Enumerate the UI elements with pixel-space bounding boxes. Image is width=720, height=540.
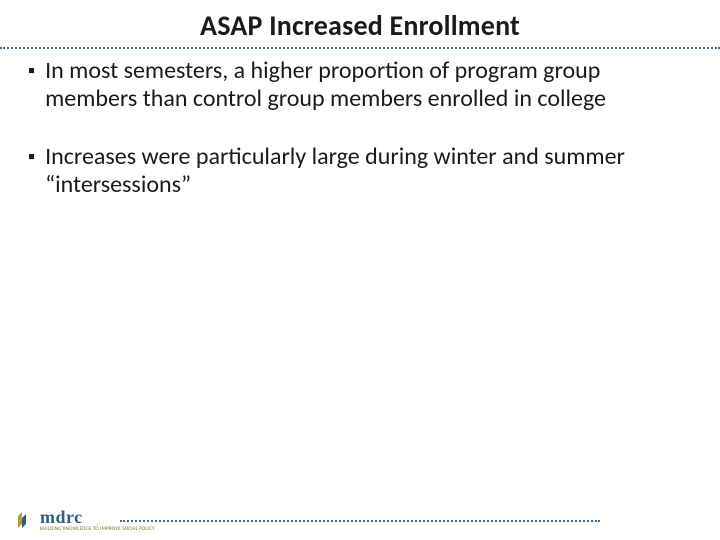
slide-title: ASAP Increased Enrollment <box>0 0 720 47</box>
slide: ASAP Increased Enrollment ▪ In most seme… <box>0 0 720 540</box>
logo-brand: mdrc <box>40 508 155 526</box>
bullet-text: Increases were particularly large during… <box>45 143 692 199</box>
bullet-marker-icon: ▪ <box>28 143 35 171</box>
logo-shape-inner <box>22 514 26 528</box>
bullet-item: ▪ In most semesters, a higher proportion… <box>28 57 692 113</box>
bullet-item: ▪ Increases were particularly large duri… <box>28 143 692 199</box>
divider-bottom <box>120 520 600 522</box>
logo: mdrc BUILDING KNOWLEDGE TO IMPROVE SOCIA… <box>16 508 155 532</box>
bullet-text: In most semesters, a higher proportion o… <box>45 57 692 113</box>
logo-text-block: mdrc BUILDING KNOWLEDGE TO IMPROVE SOCIA… <box>40 508 155 532</box>
logo-tagline: BUILDING KNOWLEDGE TO IMPROVE SOCIAL POL… <box>40 527 155 532</box>
logo-mark-icon <box>16 510 36 530</box>
content-area: ▪ In most semesters, a higher proportion… <box>0 49 720 199</box>
logo-shape-outer <box>18 512 22 528</box>
bullet-marker-icon: ▪ <box>28 57 35 85</box>
